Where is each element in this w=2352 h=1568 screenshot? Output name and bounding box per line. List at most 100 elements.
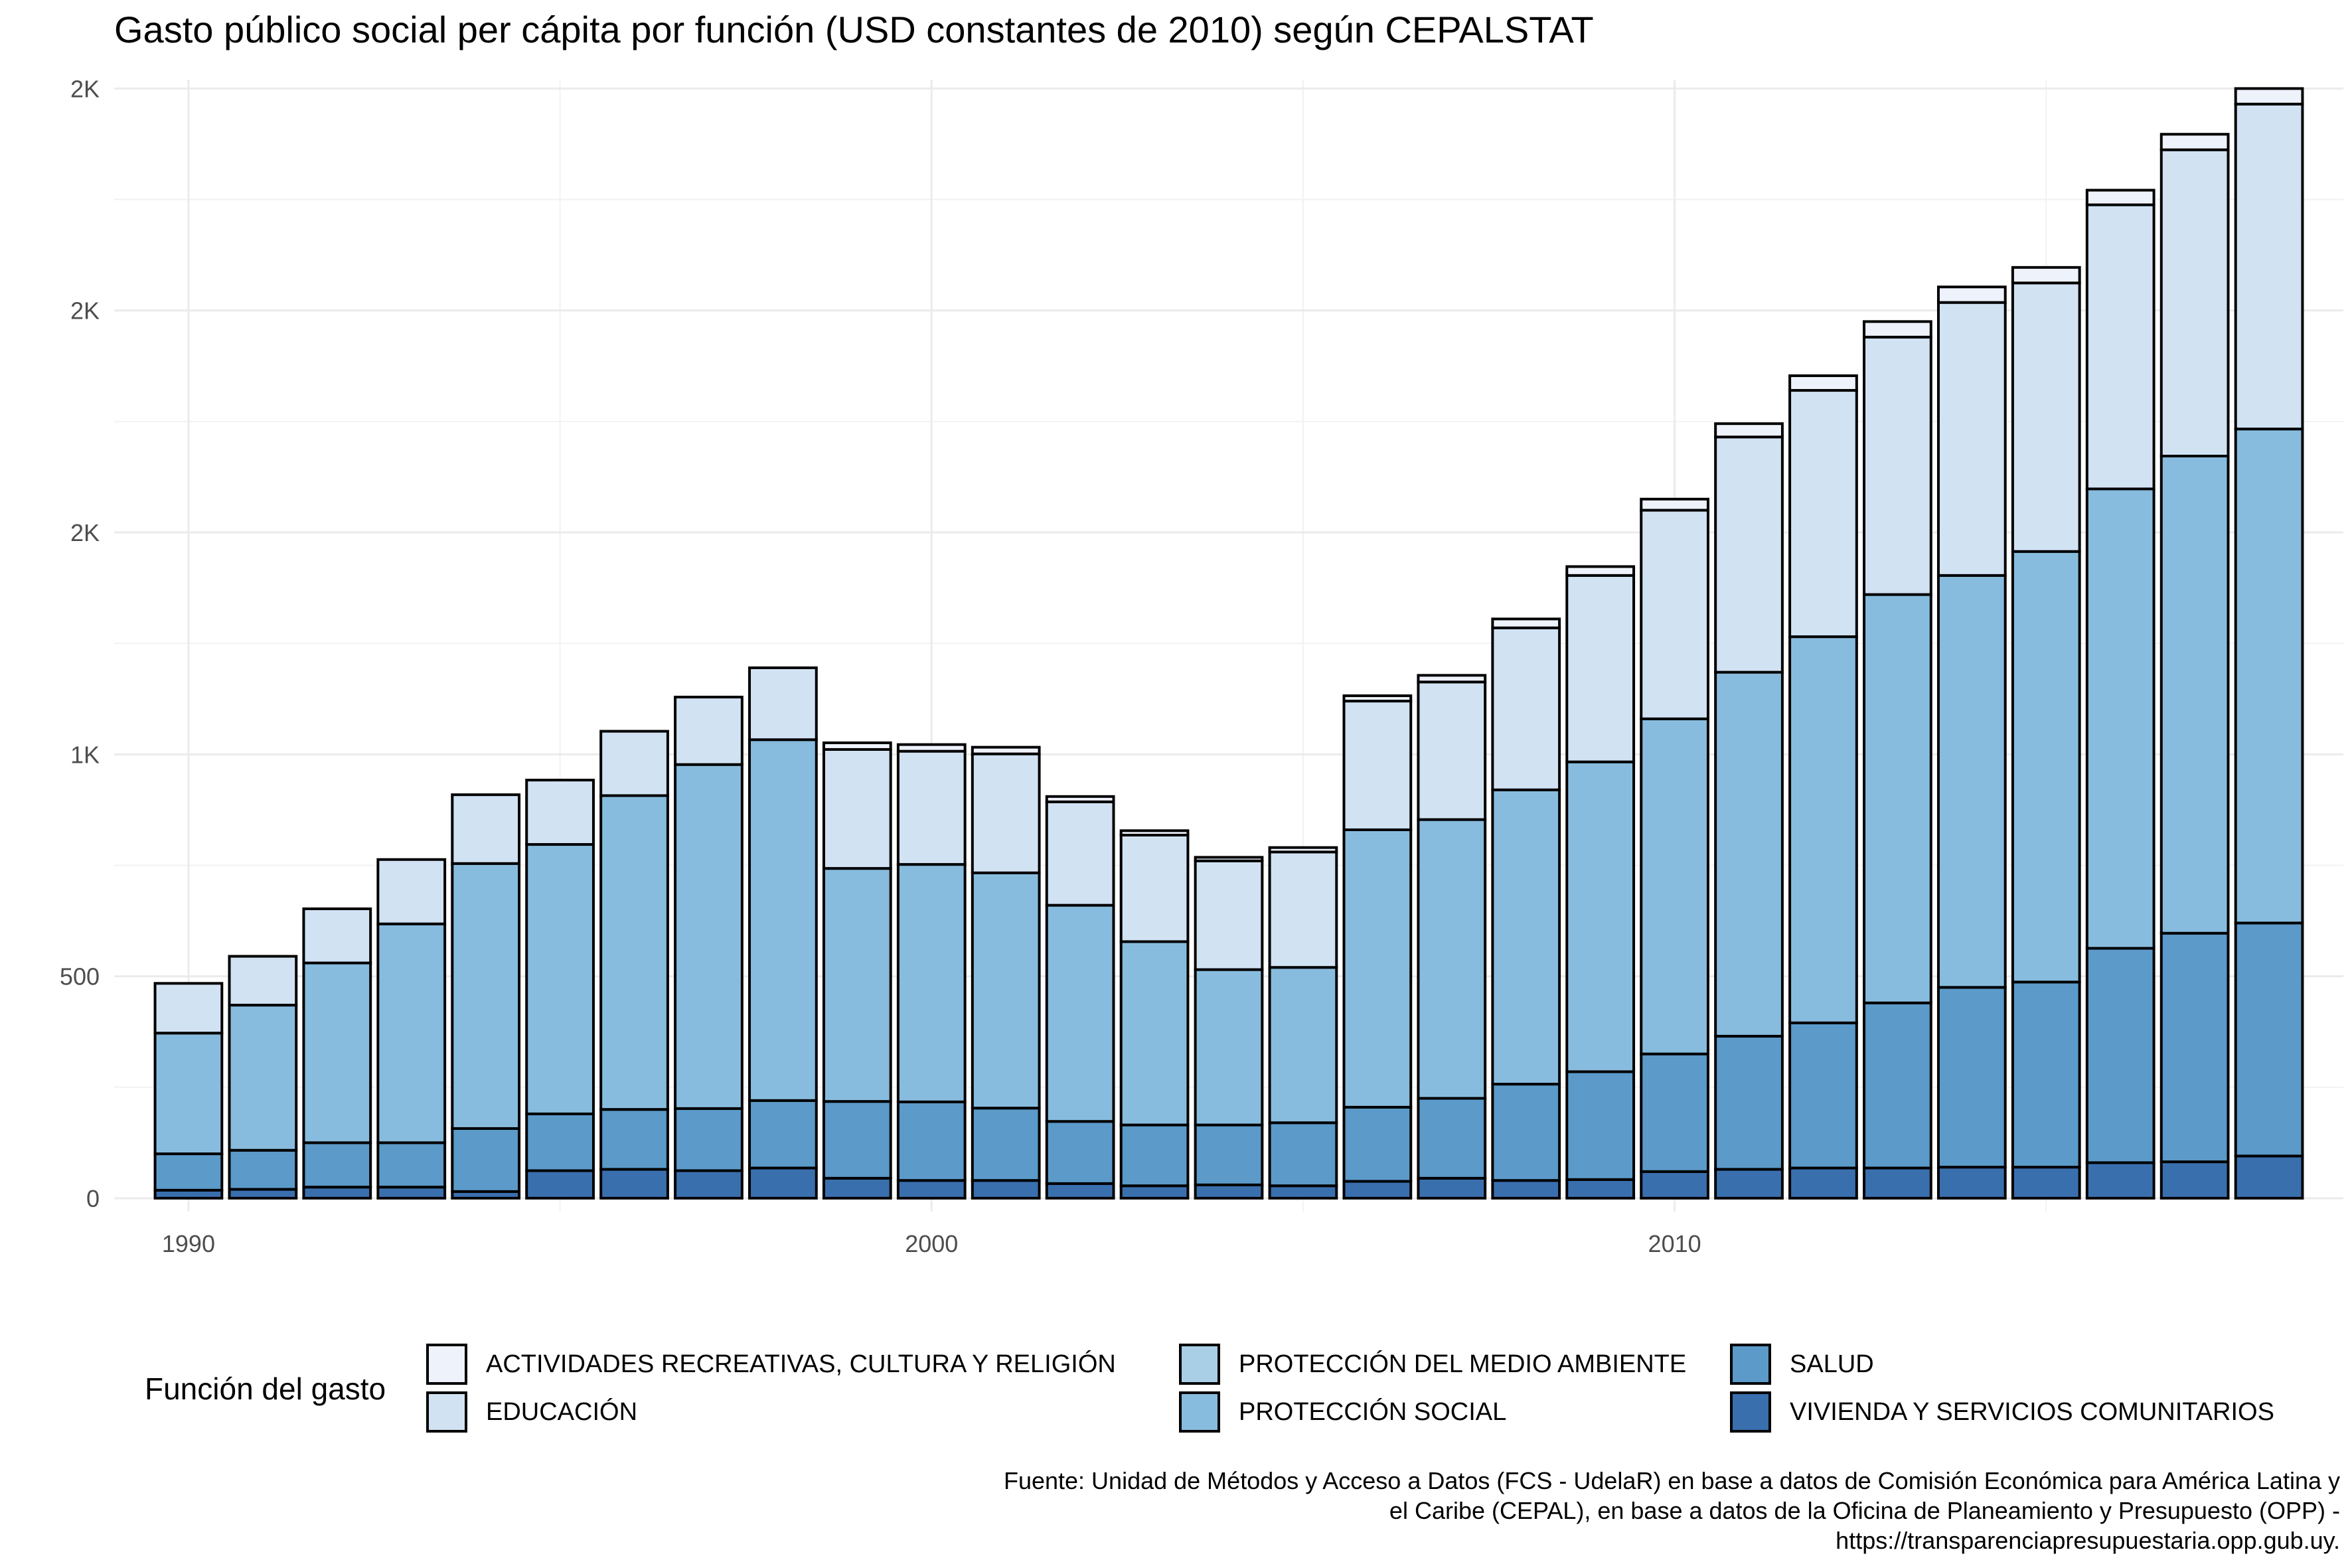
bar-segment xyxy=(451,1127,521,1193)
bar-segment xyxy=(1863,335,1932,596)
y-tick-label: 1K xyxy=(70,741,100,768)
bar-segment xyxy=(2085,189,2156,206)
legend-swatch xyxy=(1179,1344,1220,1385)
bar-segment xyxy=(1194,968,1264,1127)
bar-segment xyxy=(748,1099,818,1170)
bar-segment xyxy=(748,738,818,1102)
bar-segment xyxy=(822,1100,892,1180)
bar-segment xyxy=(2085,1161,2156,1200)
bar-segment xyxy=(896,1100,967,1182)
bar-segment xyxy=(1788,389,1858,639)
bar-segment xyxy=(1565,760,1636,1073)
bar-segment xyxy=(2159,148,2230,457)
bar-segment xyxy=(599,794,669,1111)
y-tick-label: 2K xyxy=(70,75,100,102)
bar-segment xyxy=(228,1148,298,1191)
bar-segment xyxy=(1417,818,1487,1100)
bar-segment xyxy=(748,1166,818,1200)
bar-segment xyxy=(302,1141,372,1189)
bar-segment xyxy=(1640,1170,1709,1200)
bar-segment xyxy=(1045,1120,1115,1185)
bar-segment xyxy=(1045,800,1115,907)
bar-segment xyxy=(1119,829,1190,837)
bar-segment xyxy=(1936,574,2007,989)
bar-segment xyxy=(896,1179,967,1200)
bar-segment xyxy=(1417,1097,1487,1180)
legend-label: PROTECCIÓN SOCIAL xyxy=(1239,1397,1507,1426)
bar-segment xyxy=(1491,1179,1561,1200)
legend-item: ACTIVIDADES RECREATIVAS, CULTURA Y RELIG… xyxy=(426,1341,1116,1387)
bar-segment xyxy=(525,1112,595,1172)
legend-label: VIVIENDA Y SERVICIOS COMUNITARIOS xyxy=(1790,1397,2274,1426)
bar-segment xyxy=(1863,1001,1932,1170)
bar-segment xyxy=(1788,1021,1858,1170)
bar-segment xyxy=(1863,593,1932,1004)
bar-segment xyxy=(2159,1160,2230,1200)
bar-segment xyxy=(1565,1070,1636,1181)
legend-label: PROTECCIÓN DEL MEDIO AMBIENTE xyxy=(1239,1350,1687,1378)
legend-swatch xyxy=(426,1344,467,1385)
bar-segment xyxy=(896,863,967,1103)
bar-segment xyxy=(2234,428,2304,925)
bar-segment xyxy=(2159,454,2230,935)
x-tick-label: 2000 xyxy=(905,1230,958,1257)
bar-segment xyxy=(1491,788,1561,1086)
bar-segment xyxy=(1863,1166,1932,1200)
bar-segment xyxy=(1788,635,1858,1024)
bar-segment xyxy=(2011,266,2081,285)
legend-item: EDUCACIÓN xyxy=(426,1389,637,1435)
bar-segment xyxy=(1194,856,1264,862)
caption-line: el Caribe (CEPAL), en base a datos de la… xyxy=(1389,1497,2340,1524)
bar-segment xyxy=(1714,435,1784,674)
bar-segment xyxy=(451,793,521,865)
bar-segment xyxy=(1342,1105,1413,1183)
y-tick-label: 500 xyxy=(60,963,100,990)
bar-segment xyxy=(1640,497,1709,512)
bar-segment xyxy=(228,1188,298,1200)
bar-segment xyxy=(376,1186,447,1200)
bar-segment xyxy=(1342,700,1413,831)
bar-segment xyxy=(1565,565,1636,577)
bar-segment xyxy=(2234,1154,2304,1200)
bar-segment xyxy=(2011,550,2081,984)
legend-swatch xyxy=(1730,1391,1771,1433)
bar-segment xyxy=(2234,87,2304,106)
bar-segment xyxy=(1491,626,1561,791)
legend-label: ACTIVIDADES RECREATIVAS, CULTURA Y RELIG… xyxy=(486,1350,1116,1378)
bar-segment xyxy=(1491,617,1561,629)
chart-title: Gasto público social per cápita por func… xyxy=(114,9,1594,50)
bar-segment xyxy=(896,749,967,866)
bar-segment xyxy=(451,862,521,1130)
bar-segment xyxy=(1936,301,2007,577)
bar-segment xyxy=(2085,203,2156,491)
bar-segment xyxy=(1119,940,1190,1127)
bar-segment xyxy=(302,1186,372,1200)
bar-segment xyxy=(153,982,224,1035)
bar-segment xyxy=(2011,1166,2081,1200)
bar-segment xyxy=(1194,1123,1264,1186)
bar-segment xyxy=(2159,133,2230,151)
bar-segment xyxy=(1045,903,1115,1123)
bar-segment xyxy=(1936,986,2007,1169)
bar-segment xyxy=(1565,574,1636,763)
bar-segment xyxy=(1640,717,1709,1056)
legend-item: PROTECCIÓN SOCIAL xyxy=(1179,1389,1506,1435)
bar-segment xyxy=(525,843,595,1115)
x-tick-label: 1990 xyxy=(162,1230,215,1257)
bar-segment xyxy=(599,730,669,797)
y-tick-label: 2K xyxy=(70,519,100,546)
bar-segment xyxy=(896,743,967,753)
bar-segment xyxy=(1936,285,2007,304)
bar-segment xyxy=(822,1176,892,1200)
legend-title: Función del gasto xyxy=(145,1372,386,1406)
bar-segment xyxy=(302,907,372,965)
bar-segment xyxy=(674,763,744,1110)
bar-segment xyxy=(2234,102,2304,431)
bar-segment xyxy=(376,922,447,1144)
bar-segment xyxy=(228,955,298,1007)
legend-swatch xyxy=(1730,1344,1771,1385)
bar-segment xyxy=(153,1032,224,1156)
bar-segment xyxy=(376,858,447,925)
bar-segment xyxy=(1119,1184,1190,1200)
